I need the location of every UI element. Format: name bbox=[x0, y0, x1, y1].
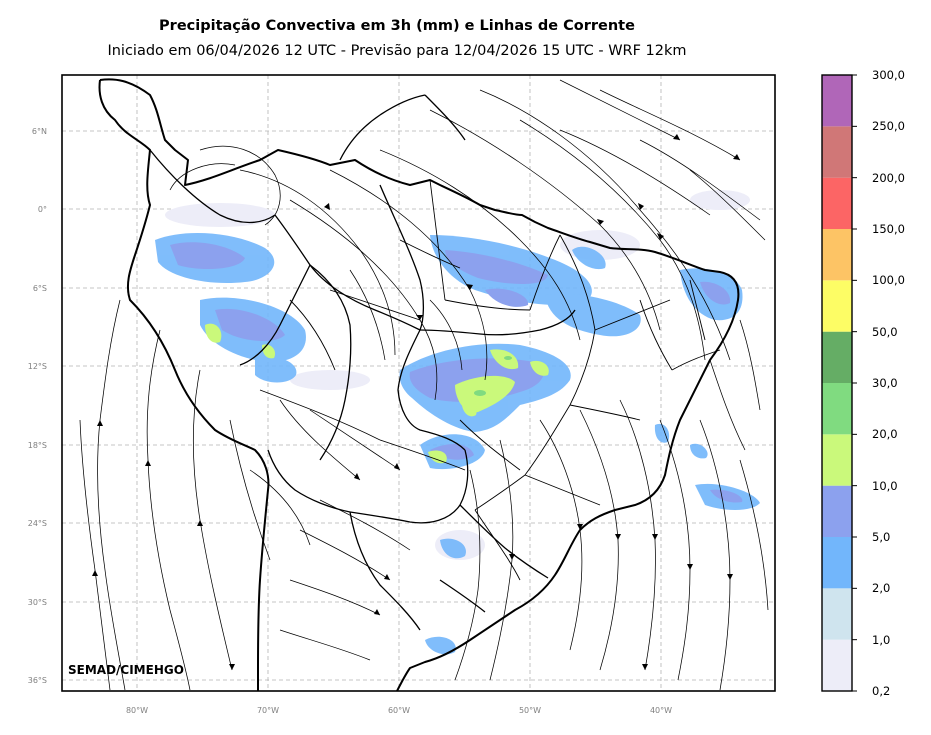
lon-label: 70°W bbox=[257, 706, 279, 715]
colorbar-segment bbox=[822, 383, 852, 435]
map-title: Precipitação Convectiva em 3h (mm) e Lin… bbox=[159, 18, 635, 34]
lon-label: 50°W bbox=[519, 706, 541, 715]
lat-label: 30°S bbox=[28, 598, 47, 607]
coastline bbox=[98, 78, 740, 691]
colorbar-tick-label: 200,0 bbox=[872, 170, 905, 185]
country-borders bbox=[149, 94, 576, 631]
colorbar-tick-label: 100,0 bbox=[872, 273, 905, 288]
colorbar-segment bbox=[822, 280, 852, 332]
precipitation-field bbox=[155, 190, 760, 655]
colorbar-segment bbox=[822, 75, 852, 127]
colorbar-segment bbox=[822, 177, 852, 229]
map-subtitle: Iniciado em 06/04/2026 12 UTC - Previsão… bbox=[107, 43, 687, 59]
colorbar-tick-label: 50,0 bbox=[872, 324, 898, 339]
credit-label: SEMAD/CIMEHGO bbox=[68, 663, 184, 677]
colorbar-segment bbox=[822, 588, 852, 640]
lon-label: 80°W bbox=[126, 706, 148, 715]
lon-label: 40°W bbox=[650, 706, 672, 715]
colorbar-segment bbox=[822, 639, 852, 691]
longitude-labels: 80°W 70°W 60°W 50°W 40°W bbox=[126, 706, 672, 715]
colorbar-tick-label: 1,0 bbox=[872, 632, 891, 647]
plot-frame bbox=[61, 74, 776, 692]
lat-label: 12°S bbox=[28, 362, 47, 371]
colorbar-tick-label: 0,2 bbox=[872, 684, 891, 698]
colorbar-tick-label: 10,0 bbox=[872, 478, 898, 493]
colorbar-segment bbox=[822, 331, 852, 383]
colorbar-tick-label: 150,0 bbox=[872, 222, 905, 236]
colorbar-tick-label: 250,0 bbox=[872, 119, 905, 134]
lat-label: 6°N bbox=[32, 127, 47, 136]
streamline-arrows bbox=[92, 134, 740, 670]
lat-label: 0° bbox=[38, 205, 47, 214]
lon-label: 60°W bbox=[388, 706, 410, 715]
colorbar-segment bbox=[822, 126, 852, 178]
colorbar-tick-label: 5,0 bbox=[872, 530, 891, 544]
colorbar bbox=[821, 74, 857, 692]
colorbar-tick-label: 30,0 bbox=[872, 376, 898, 390]
lat-label: 24°S bbox=[28, 519, 47, 528]
colorbar-tick-label: 20,0 bbox=[872, 427, 898, 442]
state-borders bbox=[289, 179, 721, 581]
colorbar-tick-label: 2,0 bbox=[872, 581, 891, 596]
colorbar-segment bbox=[822, 434, 852, 486]
colorbar-tick-label: 300,0 bbox=[872, 68, 905, 82]
lat-label: 18°S bbox=[28, 441, 47, 450]
lat-label: 6°S bbox=[33, 284, 47, 293]
colorbar-segment bbox=[822, 229, 852, 281]
colorbar-segment bbox=[822, 537, 852, 589]
latitude-labels: 6°N 0° 6°S 12°S 18°S 24°S 30°S 36°S bbox=[28, 127, 47, 685]
colorbar-segment bbox=[822, 485, 852, 537]
lat-label: 36°S bbox=[28, 676, 47, 685]
